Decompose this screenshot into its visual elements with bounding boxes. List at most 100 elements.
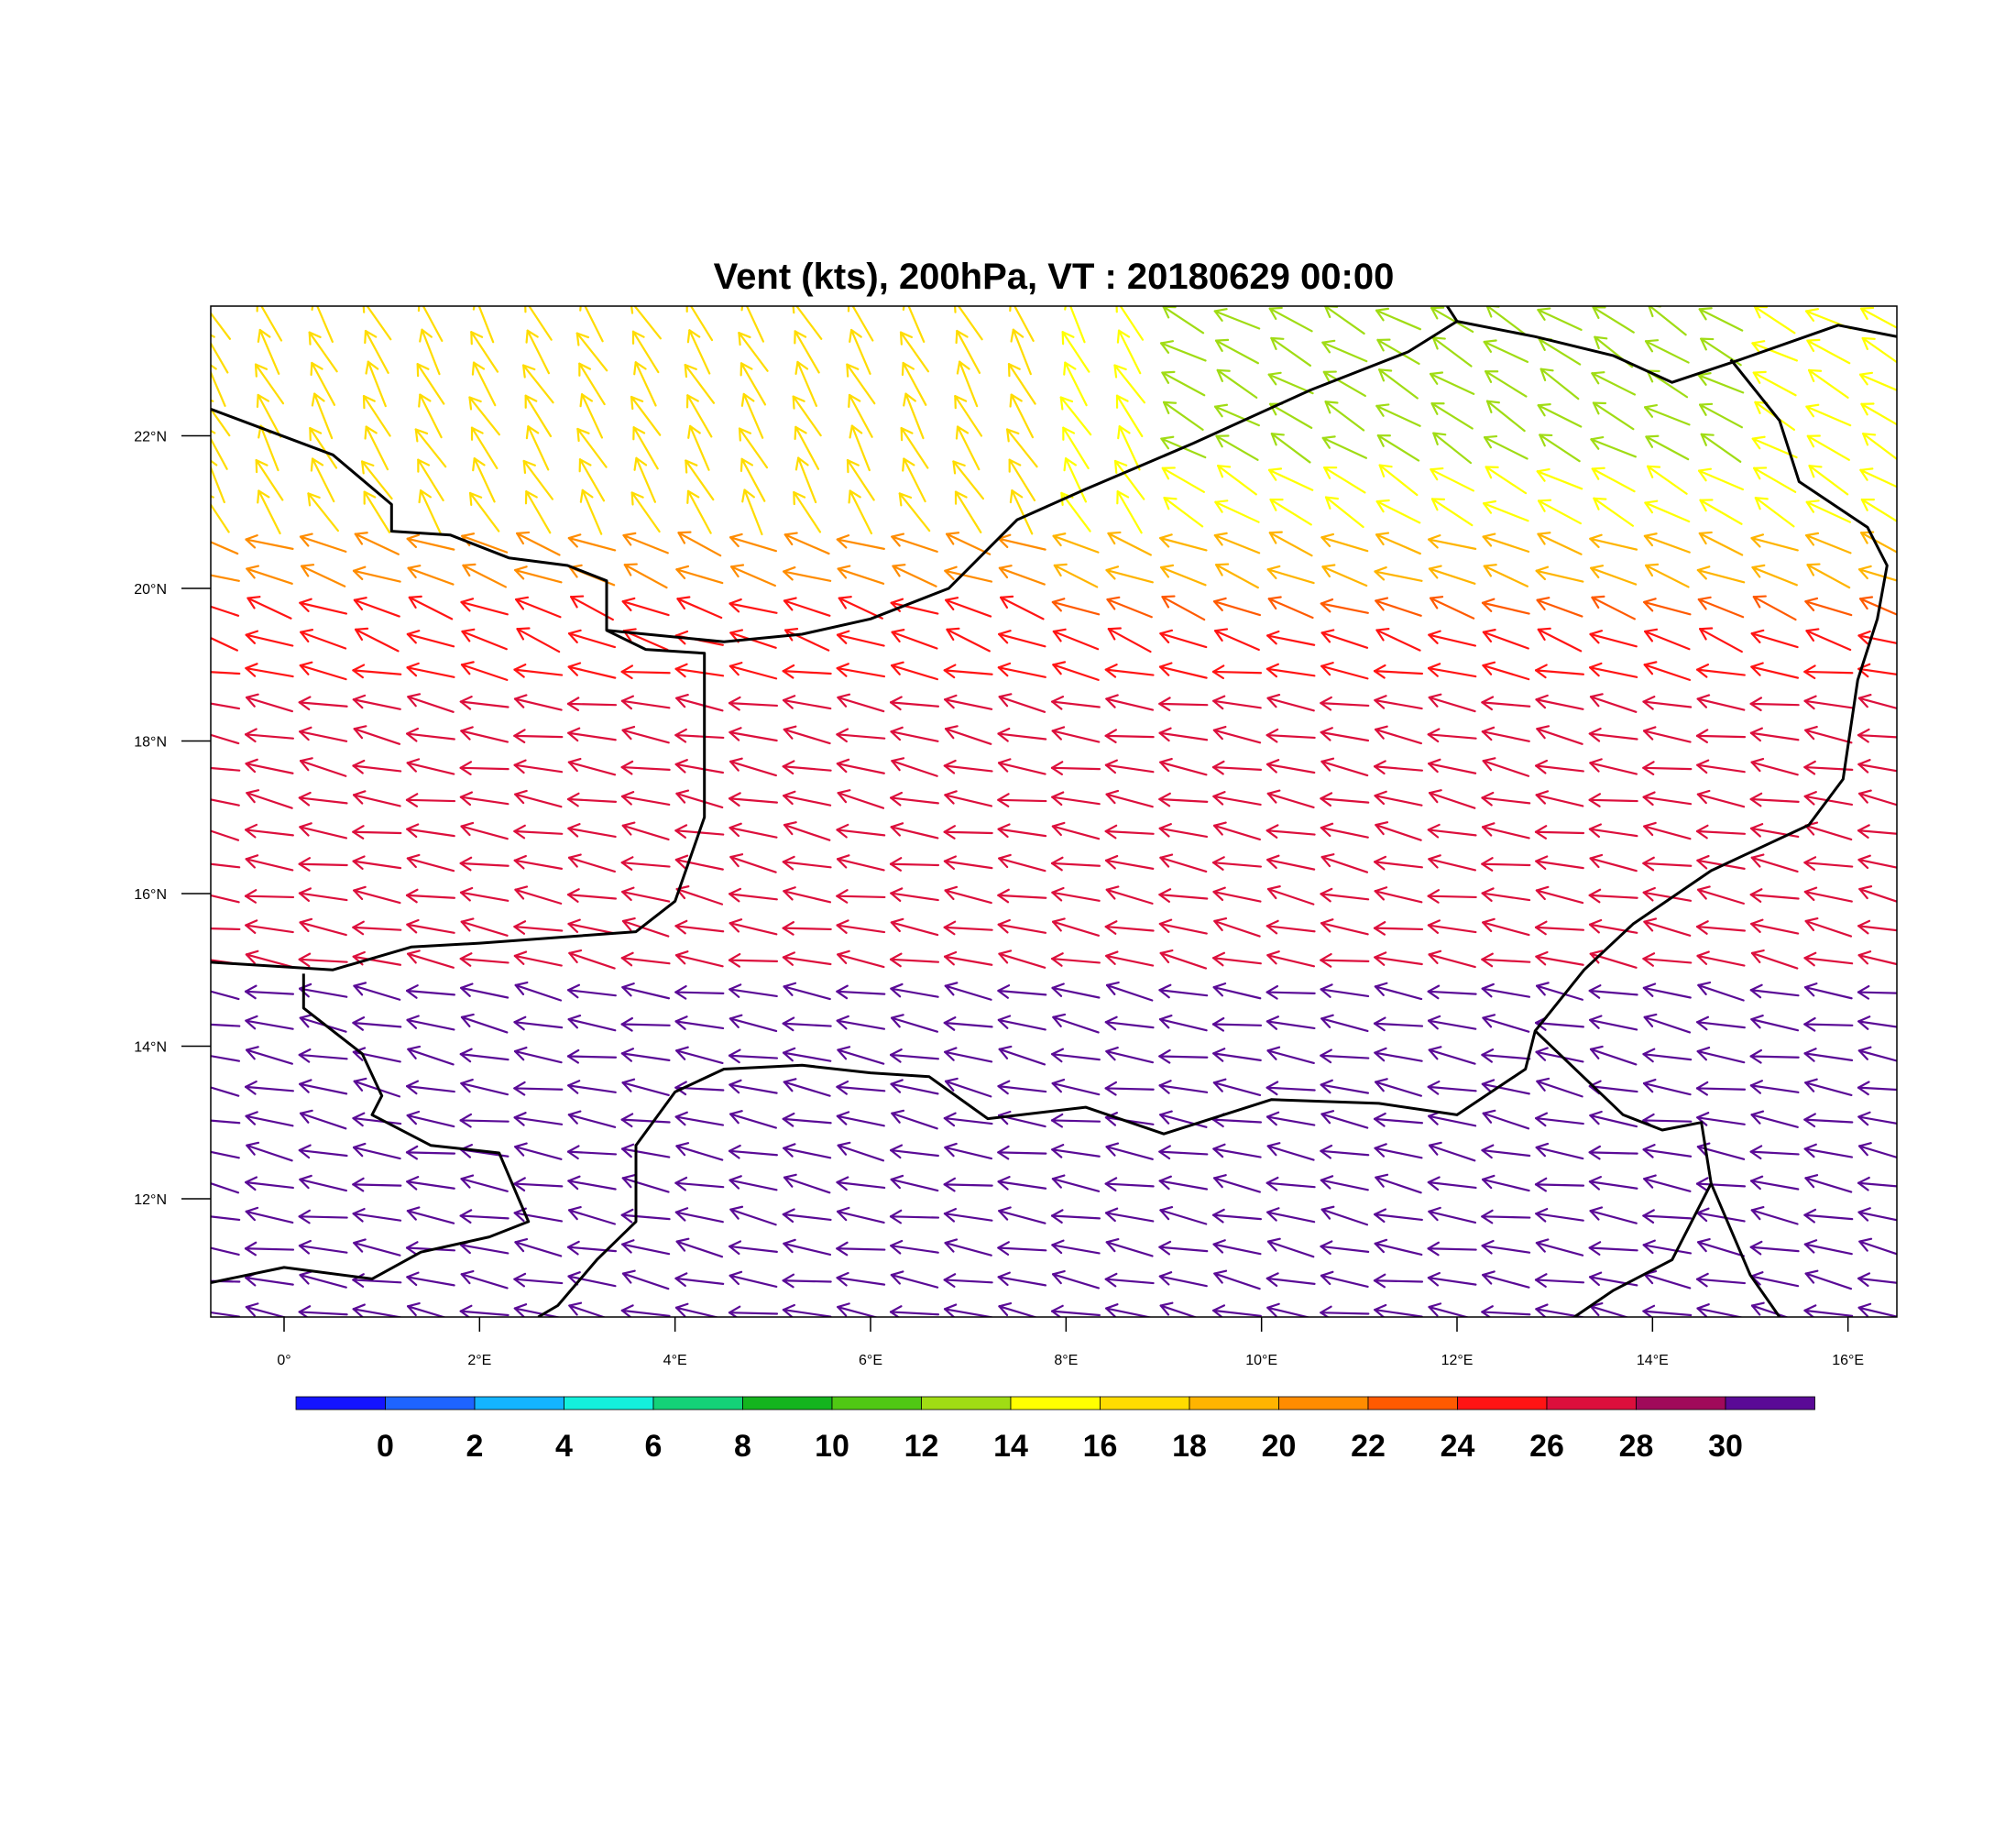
wind-barbs xyxy=(211,299,1897,1317)
wind-barb xyxy=(472,457,496,503)
barb-shaft xyxy=(1804,919,1853,938)
barb-feather xyxy=(1051,726,1066,732)
barb-feather xyxy=(674,829,686,840)
barb-shaft xyxy=(797,456,817,504)
barb-feather xyxy=(1594,335,1608,340)
barb-feather xyxy=(1804,919,1815,932)
barb-feather xyxy=(849,299,859,304)
barb-feather xyxy=(513,925,525,935)
barb-feather xyxy=(890,1174,904,1181)
barb-feather xyxy=(516,531,531,535)
barb-feather xyxy=(352,830,365,840)
barb-shaft xyxy=(1643,920,1692,937)
wind-barb xyxy=(246,1141,293,1162)
barb-feather xyxy=(212,306,214,307)
colorbar-swatch xyxy=(1636,1396,1726,1410)
barb-feather xyxy=(567,1018,579,1029)
barb-feather xyxy=(1481,598,1496,604)
barb-feather xyxy=(1158,797,1171,807)
wind-barb xyxy=(943,759,993,774)
barb-feather xyxy=(1374,698,1386,709)
wind-barb xyxy=(794,456,817,504)
barb-shaft xyxy=(1265,925,1316,933)
barb-feather xyxy=(674,630,689,637)
barb-feather xyxy=(620,795,632,806)
barb-shaft xyxy=(1105,954,1155,967)
barb-shaft xyxy=(1158,1018,1208,1032)
wind-barb xyxy=(1320,887,1370,903)
barb-feather xyxy=(1212,986,1224,997)
wind-barb xyxy=(1588,1271,1638,1287)
barb-shaft xyxy=(1750,1304,1790,1317)
barb-feather xyxy=(1115,394,1129,402)
barb-shaft xyxy=(246,1144,293,1162)
wind-barb xyxy=(1104,729,1155,744)
barb-shaft xyxy=(836,1247,886,1251)
wind-barb xyxy=(1804,916,1853,938)
barb-feather xyxy=(674,728,687,737)
barb-feather xyxy=(1374,1213,1386,1224)
barb-shaft xyxy=(685,459,715,501)
barb-shaft xyxy=(1485,306,1527,335)
barb-feather xyxy=(1858,373,1868,386)
barb-feather xyxy=(1534,1177,1548,1186)
wind-barb xyxy=(738,332,769,372)
barb-shaft xyxy=(459,1119,509,1123)
wind-barb xyxy=(1643,598,1692,616)
wind-barb xyxy=(728,696,779,711)
wind-barb xyxy=(1266,1142,1315,1161)
barb-feather xyxy=(567,918,581,926)
barb-shaft xyxy=(298,796,348,805)
wind-barb xyxy=(1428,534,1477,550)
barb-feather xyxy=(1051,730,1063,741)
barb-shaft xyxy=(1061,331,1090,373)
barb-feather xyxy=(581,299,591,305)
barb-feather xyxy=(460,726,474,732)
barb-shaft xyxy=(943,860,993,870)
barb-feather xyxy=(891,664,901,675)
barb-shaft xyxy=(459,1310,509,1317)
barb-feather xyxy=(459,891,471,902)
barb-feather xyxy=(1535,1112,1549,1120)
wind-barb xyxy=(352,664,402,679)
barb-feather xyxy=(1051,1178,1062,1189)
wind-barb xyxy=(406,1080,455,1095)
barb-feather xyxy=(1534,825,1548,833)
barb-feather xyxy=(405,1145,419,1154)
barb-feather xyxy=(420,299,430,305)
barb-shaft xyxy=(405,894,456,899)
wind-barb xyxy=(352,1207,402,1223)
barb-feather xyxy=(1803,856,1817,864)
barb-feather xyxy=(1750,533,1765,540)
barb-feather xyxy=(836,1080,849,1089)
barb-feather xyxy=(1052,920,1062,932)
barb-feather xyxy=(1750,1018,1761,1029)
wind-barb xyxy=(782,1047,832,1062)
wind-barb xyxy=(524,394,553,438)
wind-barb xyxy=(352,694,401,710)
barb-shaft xyxy=(1266,954,1316,968)
barb-shaft xyxy=(729,1083,778,1094)
wind-barb xyxy=(1320,1240,1370,1256)
wind-barb xyxy=(1485,400,1526,433)
barb-shaft xyxy=(630,395,662,436)
barb-feather xyxy=(634,361,647,370)
barb-feather xyxy=(405,1151,419,1160)
barb-feather xyxy=(1158,792,1171,801)
barb-feather xyxy=(1212,1078,1227,1084)
wind-barb xyxy=(1320,792,1370,807)
wind-barb xyxy=(1643,1013,1692,1034)
barb-feather xyxy=(575,332,590,339)
wind-barb xyxy=(952,460,984,500)
barb-feather xyxy=(1589,630,1604,636)
wind-barb xyxy=(405,793,456,807)
barb-feather xyxy=(1050,1209,1064,1217)
barb-feather xyxy=(406,828,418,839)
barb-feather xyxy=(997,1085,1009,1095)
wind-barb xyxy=(1159,949,1208,970)
wind-barb xyxy=(687,424,710,471)
barb-feather xyxy=(1481,887,1495,895)
barb-feather xyxy=(1857,728,1870,737)
barb-feather xyxy=(1320,1017,1331,1028)
barb-shaft xyxy=(355,628,400,653)
